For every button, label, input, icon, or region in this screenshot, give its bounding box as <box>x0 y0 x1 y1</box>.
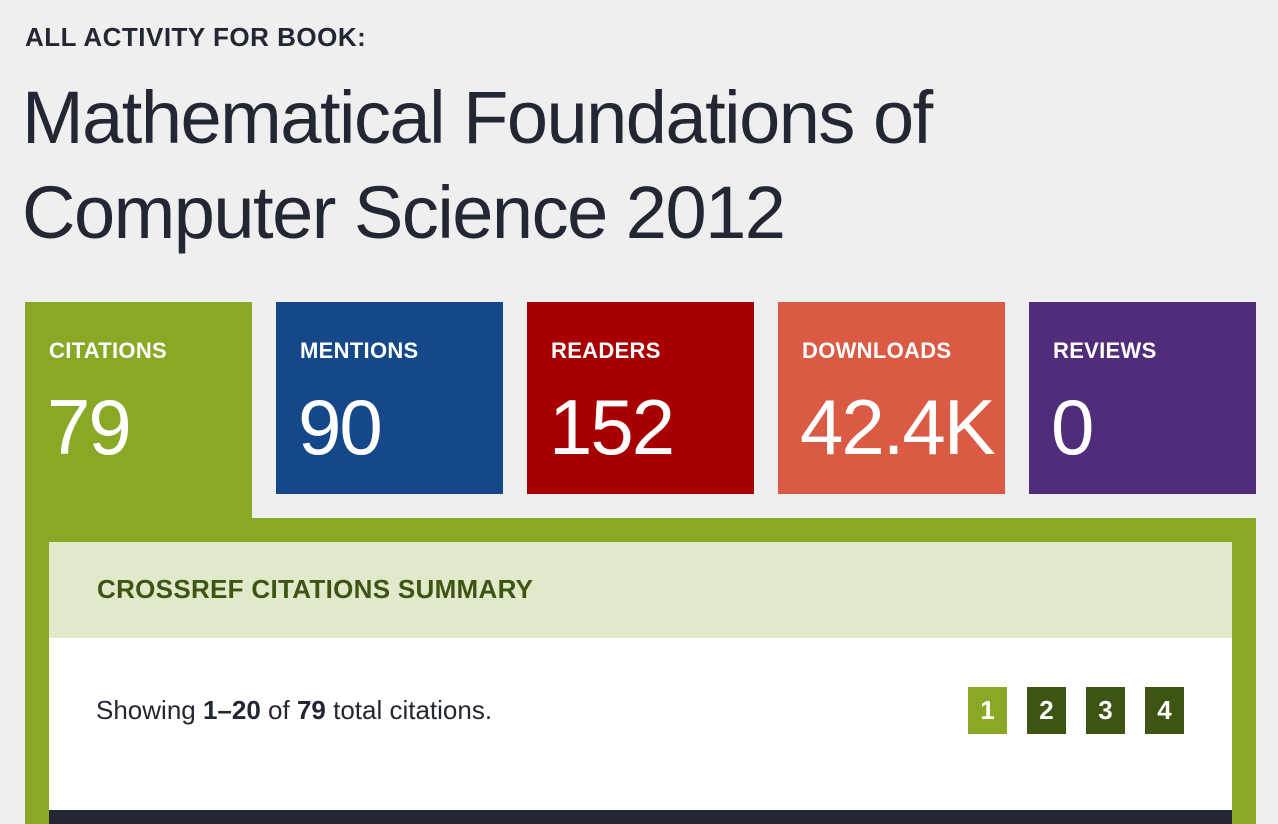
tab-readers-value: 152 <box>549 383 675 471</box>
tab-mentions[interactable]: MENTIONS 90 <box>276 302 503 494</box>
panel-header: CROSSREF CITATIONS SUMMARY <box>49 542 1232 638</box>
pagination: 1 2 3 4 <box>968 687 1184 734</box>
book-title: Mathematical Foundations of Computer Sci… <box>22 76 933 254</box>
tab-downloads[interactable]: DOWNLOADS 42.4K <box>778 302 1005 494</box>
panel-header-title: CROSSREF CITATIONS SUMMARY <box>97 574 534 604</box>
page-button[interactable]: 2 <box>1027 687 1066 734</box>
showing-summary: Showing 1–20 of 79 total citations. <box>96 695 492 726</box>
tab-citations[interactable]: CITATIONS 79 <box>25 302 252 532</box>
tab-readers-label: READERS <box>551 338 661 363</box>
tab-citations-value: 79 <box>47 383 132 471</box>
tab-reviews[interactable]: REVIEWS 0 <box>1029 302 1256 494</box>
tab-readers[interactable]: READERS 152 <box>527 302 754 494</box>
page-button[interactable]: 4 <box>1145 687 1184 734</box>
showing-middle: of <box>260 695 297 725</box>
showing-range: 1–20 <box>202 695 261 725</box>
eyebrow-label: ALL ACTIVITY FOR BOOK: <box>25 22 367 52</box>
showing-total: 79 <box>296 695 326 725</box>
showing-suffix: total citations. <box>325 695 493 725</box>
tab-mentions-label: MENTIONS <box>300 338 419 363</box>
tab-downloads-value: 42.4K <box>800 383 996 471</box>
tab-citations-label: CITATIONS <box>49 338 167 363</box>
tab-reviews-value: 0 <box>1051 383 1094 471</box>
tab-mentions-value: 90 <box>298 383 383 471</box>
panel-body: Showing 1–20 of 79 total citations. 1 2 … <box>49 638 1232 810</box>
table-header-bar <box>49 810 1232 824</box>
showing-prefix: Showing <box>96 695 203 725</box>
tab-reviews-label: REVIEWS <box>1053 338 1157 363</box>
page-button[interactable]: 3 <box>1086 687 1125 734</box>
tab-downloads-label: DOWNLOADS <box>802 338 952 363</box>
page-button[interactable]: 1 <box>968 687 1007 734</box>
